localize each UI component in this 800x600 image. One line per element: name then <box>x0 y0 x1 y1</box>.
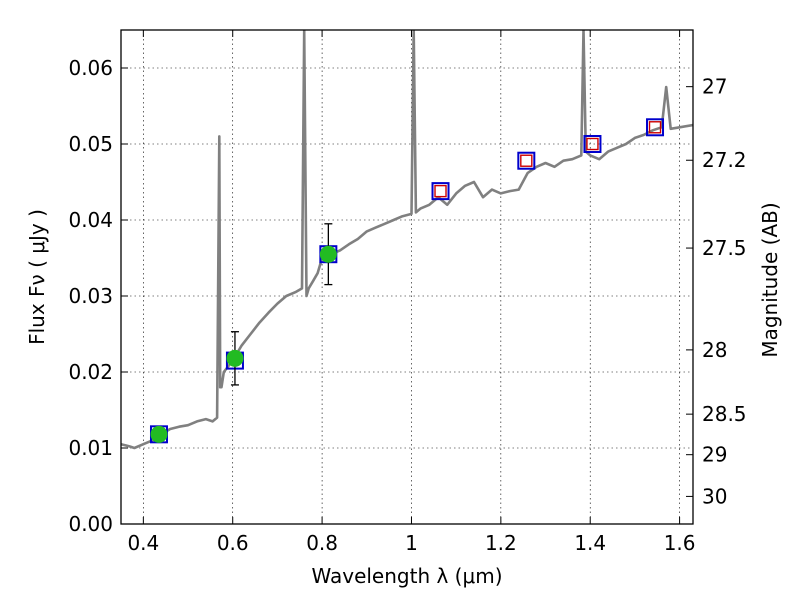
upper-limit-marker <box>520 154 533 167</box>
y2-tick-label: 27 <box>702 75 727 99</box>
y-tick-label: 0.03 <box>68 284 113 308</box>
y2-tick-label: 29 <box>702 443 727 467</box>
tick-labels: 0.4 0.6 0.8 1 1.2 1.4 1.6 0.00 0.01 0.02 0.03 0.04 0… <box>68 56 746 555</box>
y-tick-label: 0.04 <box>68 208 113 232</box>
plot-frame <box>120 29 694 525</box>
x-axis-label: Wavelength λ (μm) <box>311 564 502 588</box>
y2-tick-label: 27.2 <box>702 148 747 172</box>
upper-limit-marker <box>586 137 599 151</box>
model-flux-box <box>583 135 602 153</box>
model-flux-box <box>431 182 450 201</box>
x-tick-label: 0.6 <box>217 531 249 555</box>
ticks <box>121 30 693 525</box>
plot-background <box>121 30 693 524</box>
y-tick-label: 0.05 <box>68 132 113 156</box>
x-tick-label: 0.8 <box>306 531 338 555</box>
x-tick-label: 1.2 <box>485 531 517 555</box>
y-tick-label: 0.02 <box>68 360 113 384</box>
x-tick-label: 1 <box>405 531 418 555</box>
y2-tick-label: 30 <box>702 484 727 508</box>
y-tick-label: 0.00 <box>68 512 113 536</box>
y-axis-label: Flux Fν ( μJy ) <box>25 209 49 345</box>
plot-area <box>121 30 693 450</box>
y2-tick-label: 28 <box>702 338 727 362</box>
detection-point <box>226 349 244 367</box>
upper-limit-marker <box>648 121 662 134</box>
y-tick-label: 0.01 <box>68 436 113 460</box>
detection-point <box>319 245 337 263</box>
detection-point <box>150 425 168 443</box>
y2-tick-label: 28.5 <box>702 402 747 426</box>
x-tick-label: 1.6 <box>664 531 696 555</box>
y-tick-label: 0.06 <box>68 56 113 80</box>
x-tick-label: 0.4 <box>127 531 159 555</box>
model-flux-box <box>646 118 665 137</box>
upper-limit-marker <box>434 184 447 198</box>
x-tick-label: 1.4 <box>574 531 606 555</box>
y2-tick-label: 27.5 <box>702 236 747 260</box>
model-flux-box <box>517 151 536 170</box>
y2-axis-label: Magnitude (AB) <box>758 202 782 357</box>
